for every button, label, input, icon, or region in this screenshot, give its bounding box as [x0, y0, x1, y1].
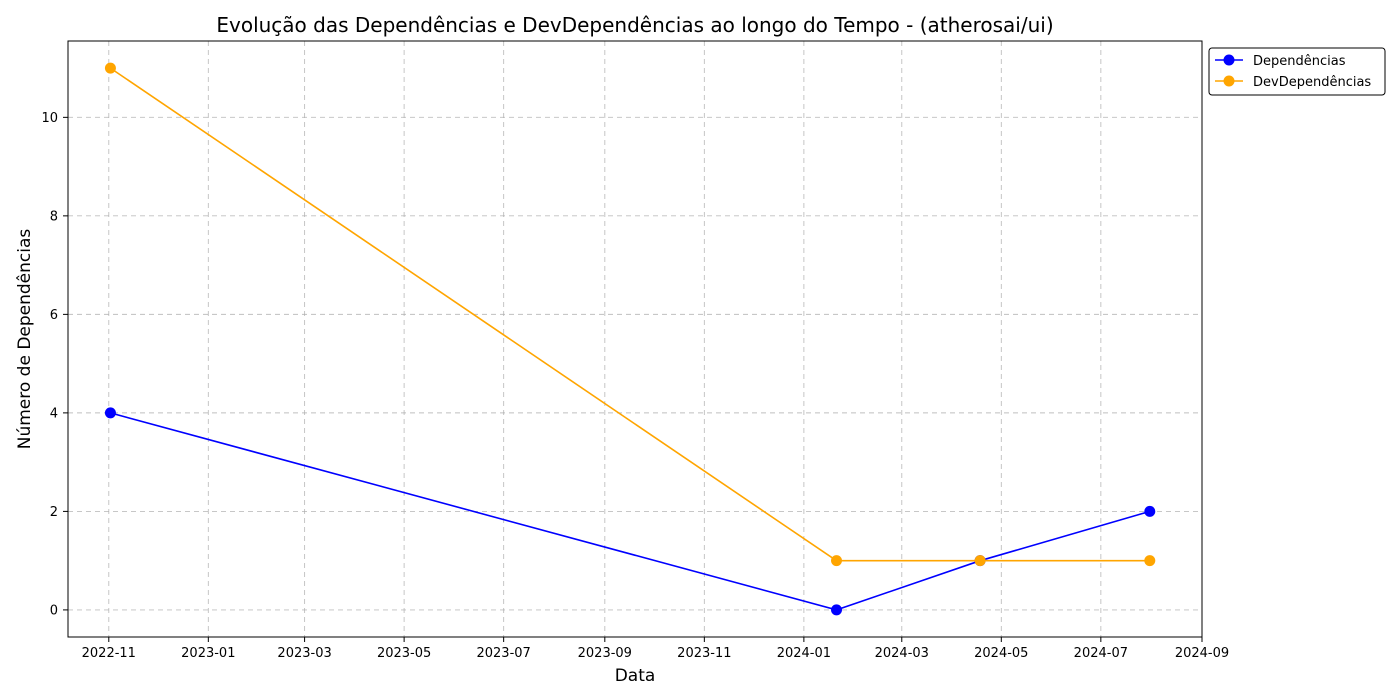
x-tick-label: 2024-05 [974, 646, 1028, 661]
data-point-devdependencias [1144, 555, 1156, 567]
legend: Dependências DevDependências [1208, 47, 1386, 96]
chart-title: Evolução das Dependências e DevDependênc… [216, 13, 1053, 37]
x-tick-label: 2023-07 [476, 646, 530, 661]
data-point-dependencias [1144, 505, 1156, 517]
x-tick-label: 2022-11 [82, 646, 136, 661]
data-point-devdependencias [974, 555, 986, 567]
x-tick-label: 2024-03 [875, 646, 929, 661]
legend-box [1208, 47, 1386, 96]
legend-marker-dependencias [1223, 54, 1235, 66]
y-tick-label: 10 [41, 111, 58, 126]
series-line-devdependencias [109, 67, 1150, 562]
y-axis-label: Número de Dependências [15, 229, 35, 450]
tick-layer: 2022-11 2023-01 2023-03 2023-05 2023-07 2023-… [41, 111, 1229, 661]
x-tick-label: 2024-01 [777, 646, 831, 661]
grid-layer [68, 41, 1203, 637]
legend-marker-devdependencias [1223, 75, 1235, 87]
x-tick-label: 2024-09 [1175, 646, 1229, 661]
y-tick-label: 0 [50, 603, 58, 618]
y-tick-label: 6 [50, 308, 58, 323]
legend-label-dependencias: Dependências [1253, 54, 1346, 69]
data-point-devdependencias [831, 555, 843, 567]
data-point-devdependencias [104, 62, 116, 74]
series-layer [104, 62, 1156, 616]
y-tick-label: 8 [50, 209, 58, 224]
x-tick-label: 2023-01 [181, 646, 235, 661]
x-tick-label: 2024-07 [1074, 646, 1128, 661]
y-tick-label: 4 [50, 406, 58, 421]
x-axis-label: Data [615, 666, 656, 686]
x-tick-label: 2023-05 [377, 646, 431, 661]
plot-frame [67, 40, 1203, 638]
series-line-dependencias [110, 412, 1151, 611]
x-tick-label: 2023-03 [277, 646, 331, 661]
x-tick-label: 2023-11 [677, 646, 731, 661]
x-tick-label: 2023-09 [578, 646, 632, 661]
y-tick-label: 2 [50, 505, 58, 520]
data-point-dependencias [104, 407, 116, 419]
data-point-dependencias [831, 604, 843, 616]
legend-label-devdependencias: DevDependências [1253, 75, 1371, 90]
